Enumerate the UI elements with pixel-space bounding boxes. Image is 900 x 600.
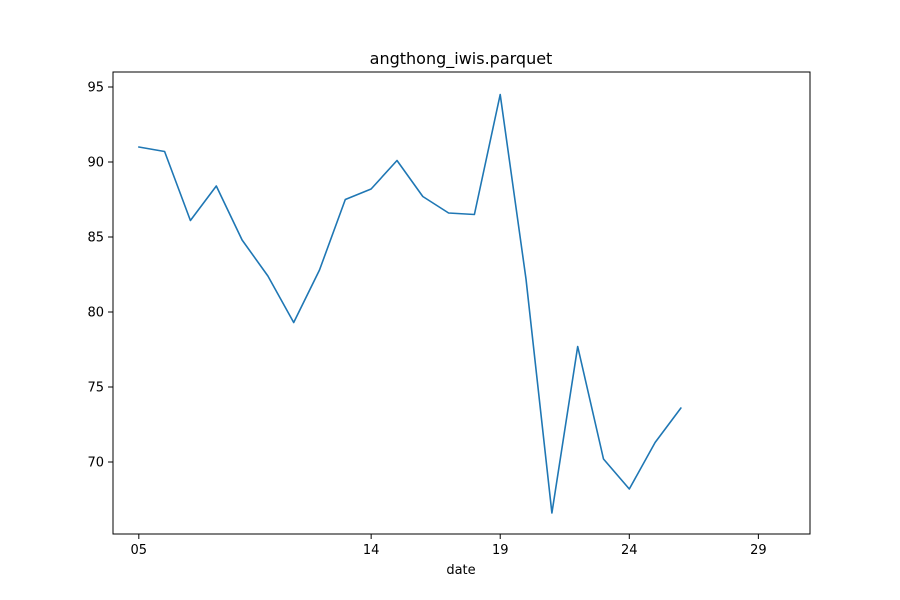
plot-area-frame: [112, 71, 811, 535]
x-tick-label: 05: [131, 543, 148, 558]
series-line: [138, 93, 682, 514]
y-tick-label: 80: [87, 306, 104, 321]
y-tick-label: 95: [87, 81, 104, 96]
x-tick-label: 29: [750, 543, 767, 558]
y-tick-label: 70: [87, 456, 104, 471]
y-tick-label: 75: [87, 381, 104, 396]
x-axis: 05 14 19 24 29: [131, 534, 767, 558]
x-tick-label: 19: [492, 543, 509, 558]
x-axis-label: date: [446, 563, 475, 578]
y-tick-label: 90: [87, 156, 104, 171]
series-layer: [138, 93, 682, 514]
x-tick-label: 14: [363, 543, 380, 558]
y-tick-label: 85: [87, 231, 104, 246]
y-axis: 70 75 80 85 90 95: [87, 81, 113, 471]
x-tick-label: 24: [621, 543, 638, 558]
chart-title: angthong_iwis.parquet: [370, 49, 553, 69]
